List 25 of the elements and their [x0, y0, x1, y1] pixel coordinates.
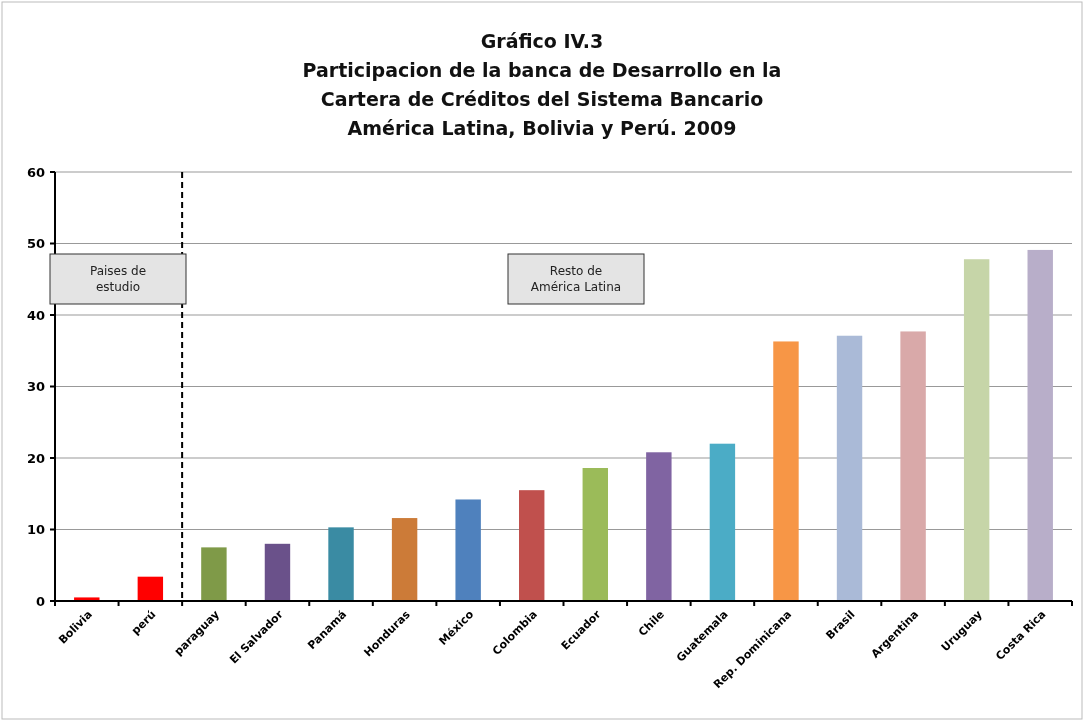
annotation: Resto de América Latina — [530, 264, 622, 294]
y-tick-label: 0 — [35, 593, 45, 609]
bar — [137, 576, 164, 601]
bar — [264, 543, 291, 601]
bar — [519, 490, 545, 601]
bar — [328, 527, 354, 601]
bar — [201, 547, 227, 601]
chart-title: Gráfico IV.3 Participacion de la banca de Desarrollo en la Cartera de Créditos del Sistema Bancario América Latina, Bolivia y Perú. 2009 — [302, 30, 782, 139]
bar — [455, 499, 481, 601]
bar — [391, 518, 418, 601]
bar — [582, 468, 608, 601]
y-tick-label: 40 — [26, 307, 45, 323]
bar — [900, 331, 926, 601]
y-tick-label: 10 — [26, 522, 45, 538]
bar — [1027, 249, 1053, 601]
bar — [836, 335, 863, 601]
bar — [963, 259, 990, 601]
y-tick-label: 20 — [26, 450, 45, 466]
y-tick-label: 50 — [26, 236, 45, 252]
bar — [709, 443, 736, 601]
bar — [773, 341, 799, 601]
y-tick-label: 30 — [26, 379, 45, 395]
y-tick-label: 60 — [26, 164, 45, 180]
bar — [646, 452, 672, 601]
annotation: Paises de estudio — [89, 264, 147, 294]
